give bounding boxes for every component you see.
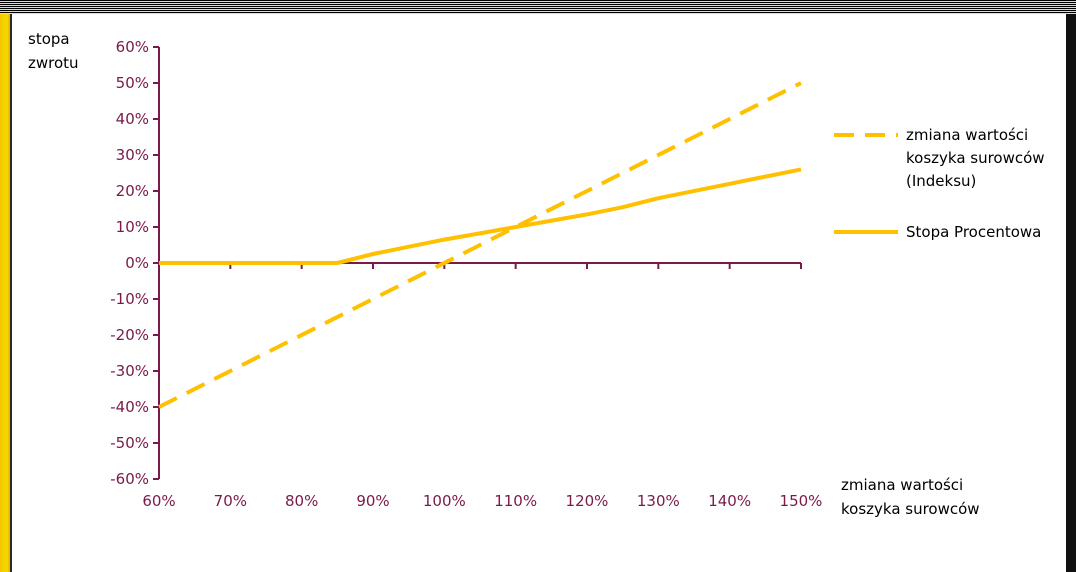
y-tick-labels: 60% 50% 40% 30% 20% 10% 0% -10% -20% -30% -40% -50%… bbox=[110, 38, 149, 488]
y-tick-label: 0% bbox=[125, 254, 149, 272]
x-tick-labels: 60% 70% 80% 90% 100% 110% 120% 130% 140% 150% bbox=[142, 492, 822, 510]
legend-label-1: koszyka surowców bbox=[906, 149, 1045, 167]
x-tick-label: 140% bbox=[708, 492, 751, 510]
legend: zmiana wartości koszyka surowców (Indeksu)… bbox=[834, 126, 1045, 241]
x-tick-label: 70% bbox=[214, 492, 247, 510]
y-tick-label: 50% bbox=[116, 74, 149, 92]
legend-label-1: zmiana wartości bbox=[906, 126, 1028, 144]
x-tick-label: 60% bbox=[142, 492, 175, 510]
x-tick-label: 90% bbox=[356, 492, 389, 510]
x-tick-label: 150% bbox=[780, 492, 823, 510]
x-tick-label: 80% bbox=[285, 492, 318, 510]
y-tick-label: 30% bbox=[116, 146, 149, 164]
y-axis-title: zwrotu bbox=[28, 54, 79, 72]
y-tick-label: -50% bbox=[110, 434, 149, 452]
x-tick-label: 110% bbox=[494, 492, 537, 510]
series-line-1 bbox=[158, 81, 802, 409]
y-tick-label: -60% bbox=[110, 470, 149, 488]
legend-label-1: (Indeksu) bbox=[906, 172, 976, 190]
y-tick-label: 40% bbox=[116, 110, 149, 128]
legend-label-2: Stopa Procentowa bbox=[906, 223, 1041, 241]
right-border bbox=[1066, 14, 1076, 572]
x-tick-label: 120% bbox=[566, 492, 609, 510]
y-tick-label: -10% bbox=[110, 290, 149, 308]
chart-panel: 60% 50% 40% 30% 20% 10% 0% -10% -20% -30% -40% -50%… bbox=[10, 14, 1066, 572]
x-axis-title: koszyka surowców bbox=[841, 500, 980, 518]
series-lines bbox=[158, 81, 802, 409]
x-tick-label: 130% bbox=[637, 492, 680, 510]
left-border bbox=[0, 14, 10, 572]
y-tick-label: -30% bbox=[110, 362, 149, 380]
y-tick-label: -20% bbox=[110, 326, 149, 344]
y-tick-label: 10% bbox=[116, 218, 149, 236]
x-axis-title: zmiana wartości bbox=[841, 476, 963, 494]
line-chart: 60% 50% 40% 30% 20% 10% 0% -10% -20% -30% -40% -50%… bbox=[28, 30, 1045, 518]
y-tick-label: -40% bbox=[110, 398, 149, 416]
top-border bbox=[0, 0, 1076, 14]
series-line-2 bbox=[159, 167, 802, 265]
y-tick-label: 60% bbox=[116, 38, 149, 56]
x-tick-label: 100% bbox=[423, 492, 466, 510]
y-tick-label: 20% bbox=[116, 182, 149, 200]
y-axis-title: stopa bbox=[28, 30, 70, 48]
axis-titles: stopa zwrotu zmiana wartości koszyka surowc… bbox=[28, 30, 980, 518]
